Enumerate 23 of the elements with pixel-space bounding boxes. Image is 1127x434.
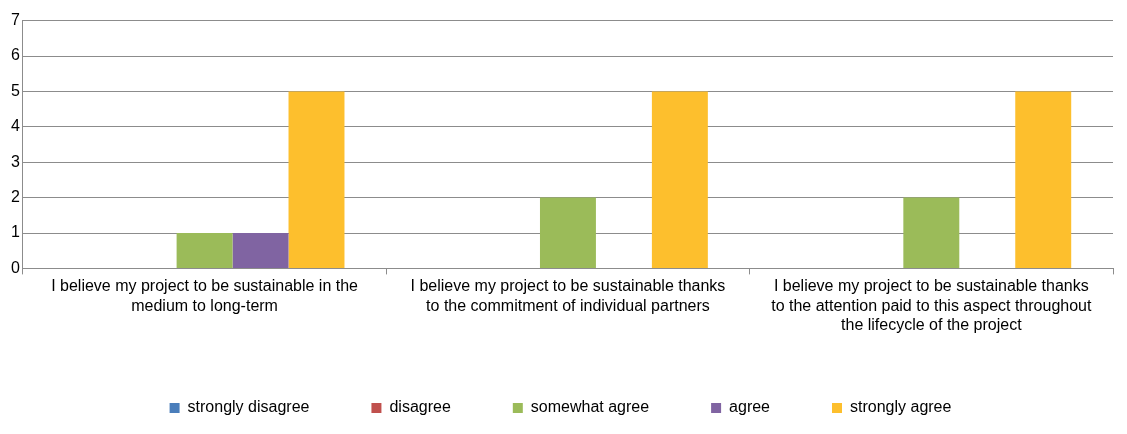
legend-label: disagree: [389, 398, 451, 416]
bar: [903, 197, 960, 268]
bar: [288, 91, 345, 268]
x-tick-label: I believe my project to be sustainable thanks to the attention paid to this aspect throughout the lifecycle of the project: [771, 277, 1092, 333]
y-tick-label: 1: [10, 223, 20, 241]
y-tick-label: 6: [10, 46, 20, 64]
legend-label: agree: [729, 398, 771, 416]
y-tick-label: 4: [10, 117, 20, 135]
legend-label: strongly disagree: [187, 398, 310, 416]
bar: [176, 233, 233, 268]
y-tick-label: 7: [10, 11, 20, 29]
legend-label: strongly agree: [850, 398, 952, 416]
y-tick-label: 3: [10, 152, 20, 170]
y-tick-label: 2: [10, 188, 20, 206]
bar: [232, 233, 289, 268]
x-tick-label: I believe my project to be sustainable in the medium to long-term: [51, 277, 359, 314]
bar: [539, 197, 596, 268]
y-tick-label: 5: [10, 81, 20, 99]
y-tick-label: 0: [10, 258, 20, 276]
bar: [1015, 91, 1072, 268]
bar: [651, 91, 708, 268]
legend-label: somewhat agree: [530, 398, 650, 416]
x-tick-label: I believe my project to be sustainable thanks to the commitment of individual partners: [410, 277, 726, 314]
